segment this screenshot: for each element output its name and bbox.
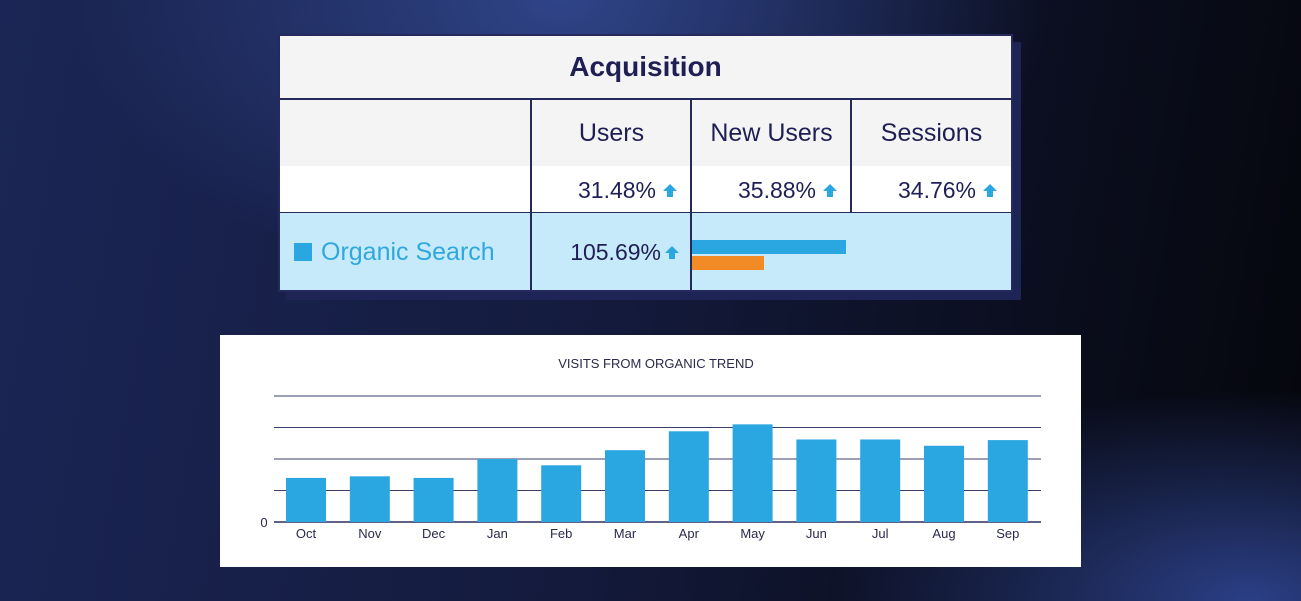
up-arrow-icon bbox=[663, 184, 677, 197]
x-tick-label-aug: Aug bbox=[932, 526, 955, 541]
organic-users-value: 105.69% bbox=[570, 238, 661, 265]
x-tick-label-feb: Feb bbox=[550, 526, 572, 541]
acquisition-table: Acquisition Users New Users Sessions 31.… bbox=[278, 34, 1013, 292]
total-sessions-value: 34.76% bbox=[897, 177, 976, 203]
organic-bar-secondary bbox=[692, 256, 765, 270]
bar-mar bbox=[605, 450, 645, 522]
x-tick-label-jun: Jun bbox=[806, 526, 827, 541]
chart-title: VISITS FROM ORGANIC TREND bbox=[558, 356, 754, 371]
x-tick-label-oct: Oct bbox=[296, 526, 317, 541]
column-divider bbox=[690, 100, 692, 290]
x-tick-label-jul: Jul bbox=[872, 526, 889, 541]
bar-dec bbox=[413, 477, 454, 522]
total-users-cell: 31.48% bbox=[532, 168, 691, 213]
column-header-sessions: Sessions bbox=[880, 118, 983, 147]
bar-aug bbox=[924, 445, 964, 522]
bar-jan bbox=[477, 459, 518, 522]
totals-row bbox=[280, 166, 1011, 212]
chart-svg: VISITS FROM ORGANIC TREND 0 Oct Nov Dec Jan F… bbox=[260, 356, 1041, 541]
total-new-users-cell: 35.88% bbox=[692, 168, 851, 213]
column-divider bbox=[530, 100, 532, 290]
column-header-users: Users bbox=[578, 118, 645, 147]
x-tick-label-apr: Apr bbox=[679, 526, 700, 541]
acquisition-title: Acquisition bbox=[280, 36, 1011, 100]
bar-oct bbox=[286, 477, 326, 522]
column-divider bbox=[850, 100, 852, 213]
organic-bar-primary bbox=[692, 240, 846, 254]
organic-trend-chart: VISITS FROM ORGANIC TREND 0 Oct Nov Dec Jan F… bbox=[220, 335, 1081, 567]
total-new-users-value: 35.88% bbox=[737, 177, 816, 203]
total-users-value: 31.48% bbox=[577, 177, 656, 203]
up-arrow-icon bbox=[823, 184, 837, 197]
bar-nov bbox=[349, 476, 390, 522]
bar-apr bbox=[668, 431, 709, 522]
y-tick-label: 0 bbox=[260, 515, 267, 530]
bar-jul bbox=[860, 439, 901, 522]
bar-feb bbox=[541, 465, 582, 522]
bar-sep bbox=[987, 440, 1028, 522]
bar-jun bbox=[796, 439, 837, 522]
legend-square-icon bbox=[294, 243, 312, 261]
x-tick-label-mar: Mar bbox=[614, 526, 637, 541]
x-tick-label-dec: Dec bbox=[422, 526, 446, 541]
up-arrow-icon bbox=[983, 184, 997, 197]
organic-search-label-cell: Organic Search bbox=[280, 214, 530, 290]
x-tick-label-nov: Nov bbox=[358, 526, 382, 541]
up-arrow-icon bbox=[665, 245, 679, 259]
total-sessions-cell: 34.76% bbox=[852, 168, 1011, 213]
organic-search-row bbox=[280, 213, 1011, 290]
organic-bar-cell bbox=[692, 214, 1011, 290]
x-tick-label-may: May bbox=[740, 526, 765, 541]
organic-users-cell: 105.69% bbox=[532, 214, 691, 290]
organic-search-label: Organic Search bbox=[321, 237, 495, 266]
column-header-new-users: New Users bbox=[710, 118, 833, 147]
x-tick-label-jan: Jan bbox=[487, 526, 508, 541]
bar-may bbox=[732, 424, 773, 522]
x-tick-label-sep: Sep bbox=[996, 526, 1019, 541]
